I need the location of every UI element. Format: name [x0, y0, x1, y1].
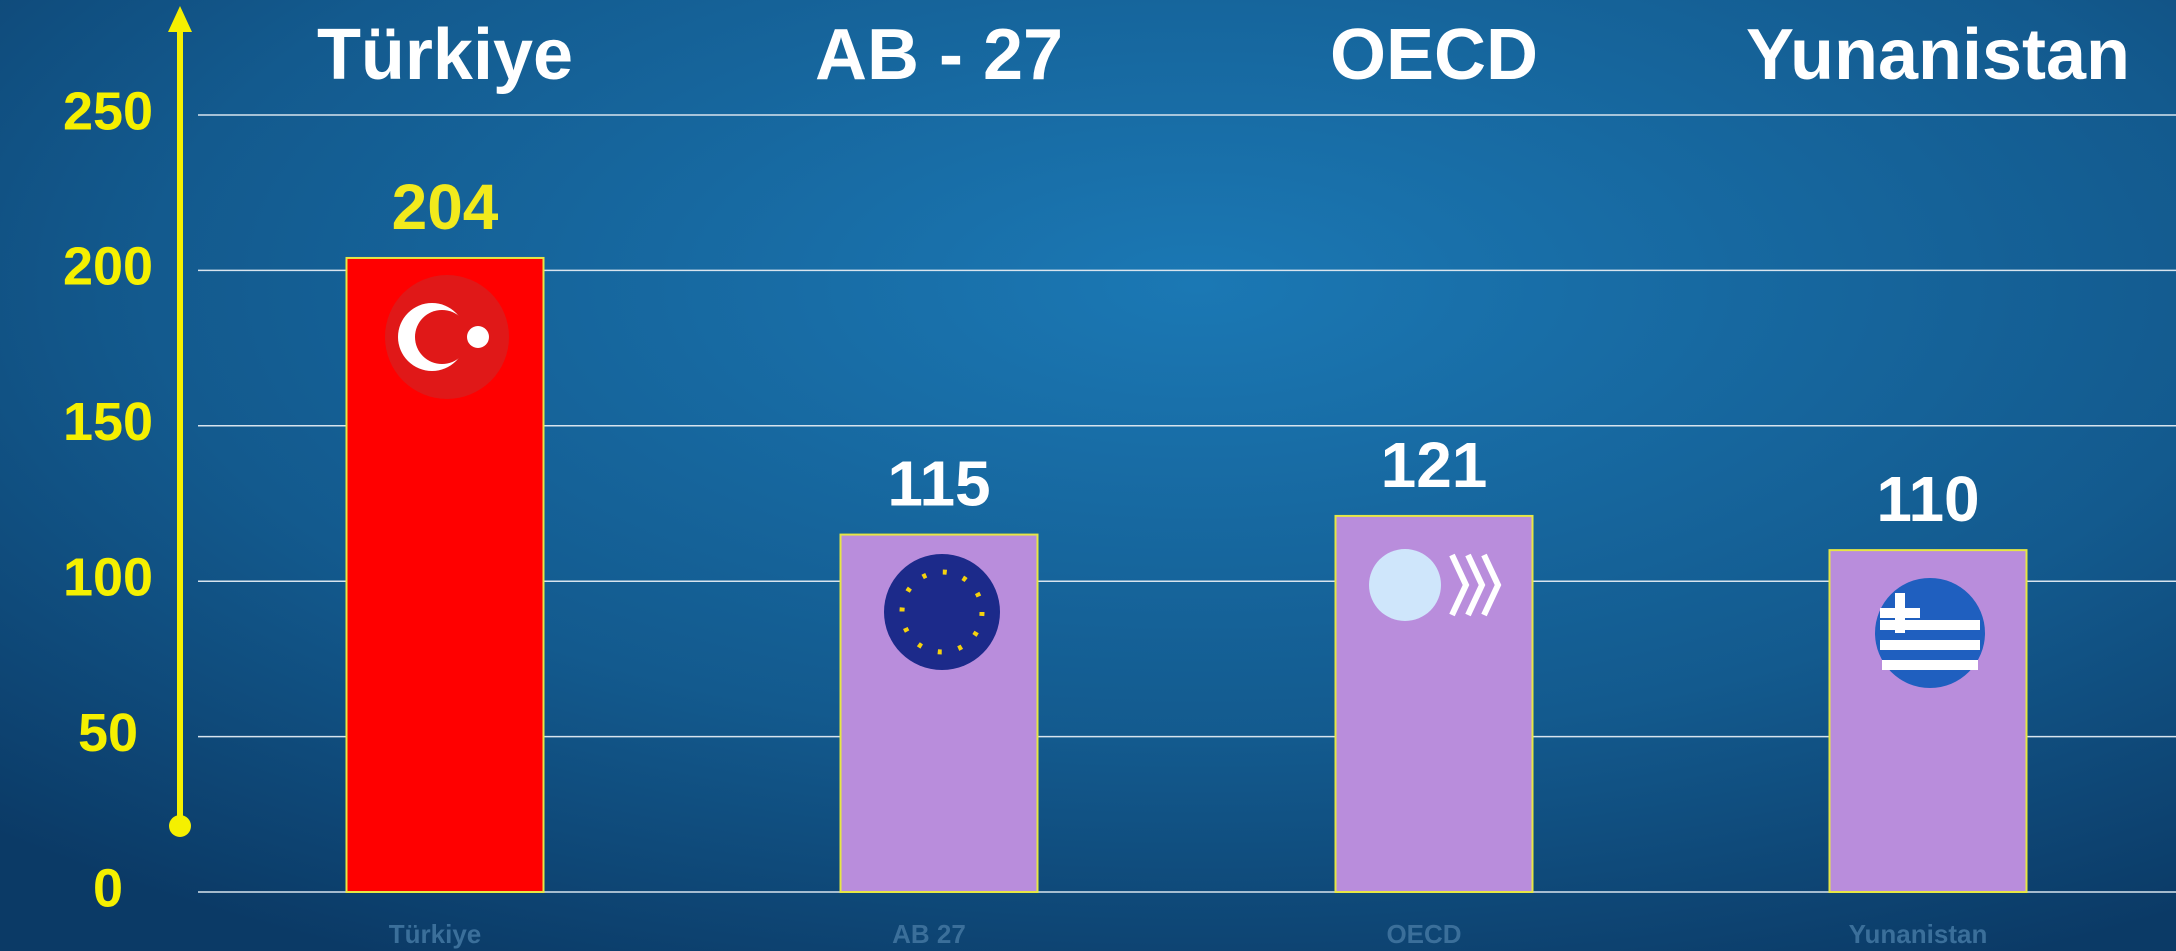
greece-flag: [1875, 578, 1985, 688]
column-header: AB - 27: [815, 15, 1063, 95]
y-tick-label: 150: [63, 392, 153, 452]
x-tick-label: Yunanistan: [1849, 919, 1988, 949]
turkey-star: [467, 326, 489, 348]
turkey-crescent-cut: [415, 310, 469, 364]
value-label: 115: [887, 447, 990, 519]
y-tick-label: 250: [63, 81, 153, 141]
x-tick-label: Türkiye: [389, 919, 482, 949]
y-axis-origin: [169, 815, 191, 837]
value-label: 110: [1876, 463, 1979, 535]
oecd-chevrons: [1449, 553, 1502, 617]
column-header: Türkiye: [317, 15, 573, 95]
y-tick-label: 0: [93, 858, 123, 918]
y-tick-label: 200: [63, 237, 153, 297]
x-tick-label: AB 27: [892, 919, 966, 949]
eu-flag: [884, 554, 1000, 670]
y-tick-label: 100: [63, 547, 153, 607]
column-header: OECD: [1330, 15, 1538, 95]
value-label: 204: [392, 171, 499, 243]
oecd-globe: [1369, 549, 1441, 621]
greece-stripes: [1880, 593, 1980, 670]
y-tick-label: 50: [78, 703, 138, 763]
icons: [385, 275, 1985, 688]
value-label: 121: [1381, 429, 1488, 501]
column-header: Yunanistan: [1746, 15, 2130, 95]
eu-stars: [899, 569, 985, 655]
x-tick-label: OECD: [1386, 919, 1461, 949]
y-axis-arrow: [168, 6, 192, 32]
